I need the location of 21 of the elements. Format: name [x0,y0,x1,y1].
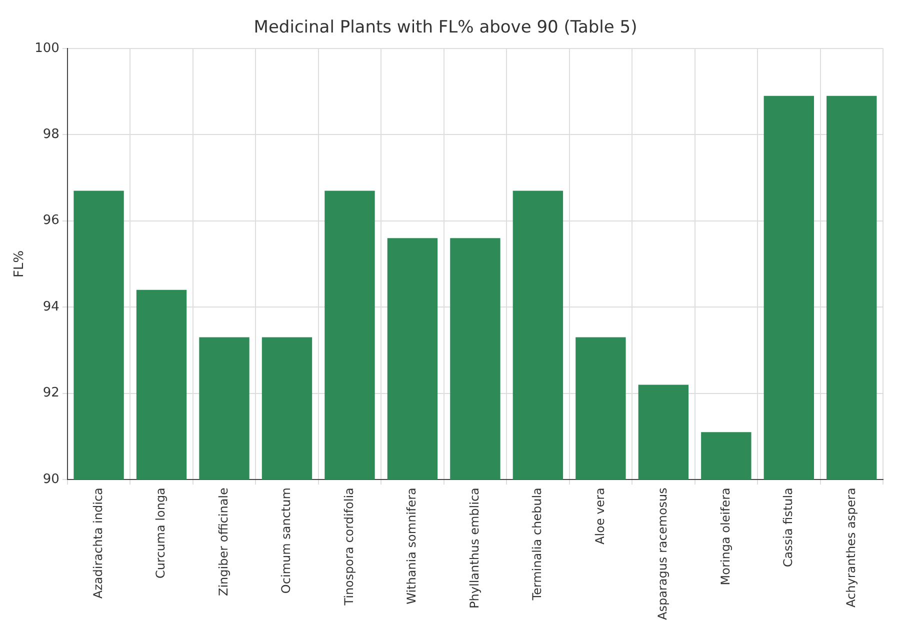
y-tick-label: 92 [42,386,60,401]
x-tick-label: Ocimum sanctum [279,488,294,594]
x-tick-label: Aloe vera [592,488,607,544]
y-tick-label: 90 [42,472,60,487]
y-tick-label: 96 [42,213,60,228]
y-tick-label: 98 [42,127,60,142]
chart-title: Medicinal Plants with FL% above 90 (Table 5) [254,18,638,38]
x-tick-label: Moringa oleifera [718,488,732,586]
x-tick-label: Cassia fistula [781,488,796,568]
x-tick-label: Achyranthes aspera [844,488,858,608]
y-axis-title: FL% [12,250,28,278]
x-tick-label: Withania somnifera [404,488,419,604]
x-tick-label: Asparagus racemosus [656,488,670,620]
y-tick-label: 94 [42,299,60,314]
x-tick-label: Tinospora cordifolia [342,488,356,606]
x-tick-label: Curcuma longa [154,488,168,579]
x-tick-label: Azadirachta indica [90,488,105,599]
x-tick-label: Terminalia chebula [530,488,544,602]
x-tick-label: Zingiber officinale [216,488,230,596]
y-tick-label: 100 [34,40,60,56]
x-tick-label: Phyllanthus emblica [467,488,482,608]
